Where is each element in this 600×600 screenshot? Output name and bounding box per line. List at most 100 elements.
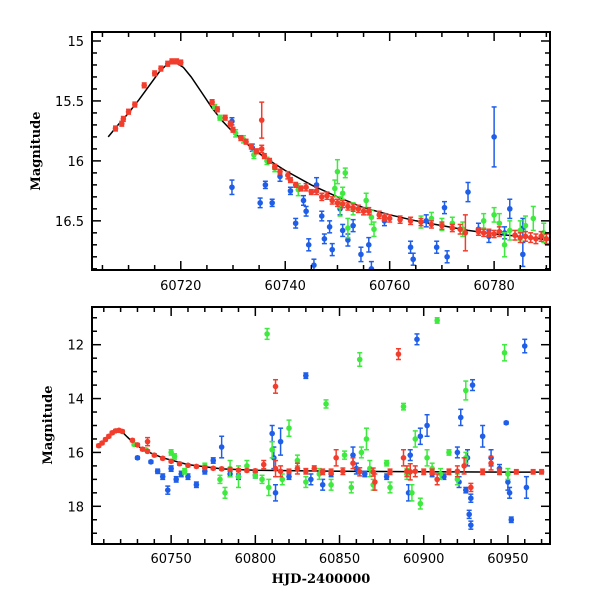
data-point-blue <box>423 214 430 228</box>
data-point-green <box>463 380 469 401</box>
marker <box>496 228 503 235</box>
marker <box>372 479 378 485</box>
data-point-red <box>333 448 339 467</box>
data-point-red <box>538 468 545 475</box>
marker <box>363 197 369 204</box>
x-tick-label: 60780 <box>473 279 514 294</box>
data-point-blue <box>520 241 526 268</box>
data-point-red <box>209 98 215 106</box>
marker <box>303 372 309 379</box>
marker <box>341 452 348 458</box>
marker <box>488 460 494 467</box>
marker <box>318 194 325 200</box>
marker <box>475 228 482 235</box>
data-point-red <box>159 455 166 462</box>
marker <box>339 227 346 234</box>
data-point-red <box>462 214 469 252</box>
data-point-blue <box>292 217 299 229</box>
marker <box>480 230 487 236</box>
x-tick-label: 60740 <box>265 279 306 294</box>
marker <box>410 256 416 263</box>
marker <box>457 226 463 233</box>
marker <box>407 244 414 251</box>
data-point-green <box>342 167 349 179</box>
data-point-red <box>428 220 435 229</box>
marker <box>300 197 307 204</box>
data-point-blue <box>277 427 284 456</box>
marker <box>441 204 448 211</box>
y-tick-label: 16 <box>67 446 84 461</box>
bottom-y-axis-title: Magnitude <box>41 385 56 464</box>
data-point-red <box>475 227 482 236</box>
marker <box>193 481 200 488</box>
marker <box>292 220 299 227</box>
data-point-green <box>266 478 272 497</box>
data-point-red <box>277 465 284 478</box>
data-point-blue <box>148 459 154 465</box>
data-point-blue <box>326 220 333 234</box>
data-point-green <box>454 473 461 486</box>
data-point-red <box>271 163 278 171</box>
data-point-red <box>141 82 148 89</box>
data-point-red <box>158 65 164 72</box>
marker <box>244 463 250 469</box>
data-point-red <box>144 448 151 455</box>
data-point-red <box>294 462 301 475</box>
data-point-red <box>125 108 132 115</box>
marker <box>409 490 415 496</box>
data-point-red <box>449 223 456 233</box>
data-point-green <box>480 212 487 229</box>
marker <box>417 500 424 507</box>
data-point-blue <box>321 233 328 245</box>
marker <box>227 466 233 473</box>
marker <box>503 420 510 426</box>
bottom-x-tick-labels: 60750 60800 60850 60900 60950 <box>150 552 528 567</box>
marker <box>218 444 225 450</box>
marker <box>480 218 487 224</box>
marker <box>395 351 402 357</box>
marker <box>429 469 435 475</box>
marker <box>383 473 390 480</box>
data-point-green <box>279 473 286 486</box>
data-point-red <box>360 206 367 216</box>
data-point-blue <box>441 200 448 215</box>
bottom-x-axis-title: HJD-2400000 <box>272 572 371 587</box>
marker <box>324 192 330 199</box>
marker <box>424 422 430 429</box>
marker <box>517 234 524 241</box>
data-point-blue <box>305 238 312 252</box>
top-y-axis-title: Magnitude <box>29 111 44 190</box>
marker <box>294 457 301 464</box>
marker <box>469 382 476 388</box>
data-point-red <box>177 59 184 66</box>
data-point-blue <box>506 198 513 220</box>
data-point-blue <box>319 478 326 491</box>
data-point-red <box>164 60 171 67</box>
marker <box>243 138 249 145</box>
marker <box>522 233 529 240</box>
marker <box>308 189 315 195</box>
marker <box>328 469 334 475</box>
marker <box>417 433 424 440</box>
top-axes-frame <box>91 31 551 271</box>
data-point-red <box>420 468 427 476</box>
marker <box>446 449 452 456</box>
marker <box>496 469 503 475</box>
marker <box>345 203 351 210</box>
marker <box>530 215 537 222</box>
data-point-red <box>496 226 503 238</box>
data-point-green <box>424 448 430 467</box>
marker <box>520 251 526 258</box>
data-point-blue <box>318 210 325 222</box>
x-tick-label: 60720 <box>160 279 201 294</box>
data-point-green <box>501 343 508 362</box>
y-tick-label: 15 <box>67 35 84 50</box>
series-blue <box>229 106 526 270</box>
marker <box>262 182 269 188</box>
data-point-red <box>407 216 414 226</box>
data-point-green <box>328 478 334 491</box>
data-point-red <box>230 126 236 133</box>
marker <box>159 455 166 462</box>
data-point-red <box>355 204 362 214</box>
marker <box>462 230 469 236</box>
